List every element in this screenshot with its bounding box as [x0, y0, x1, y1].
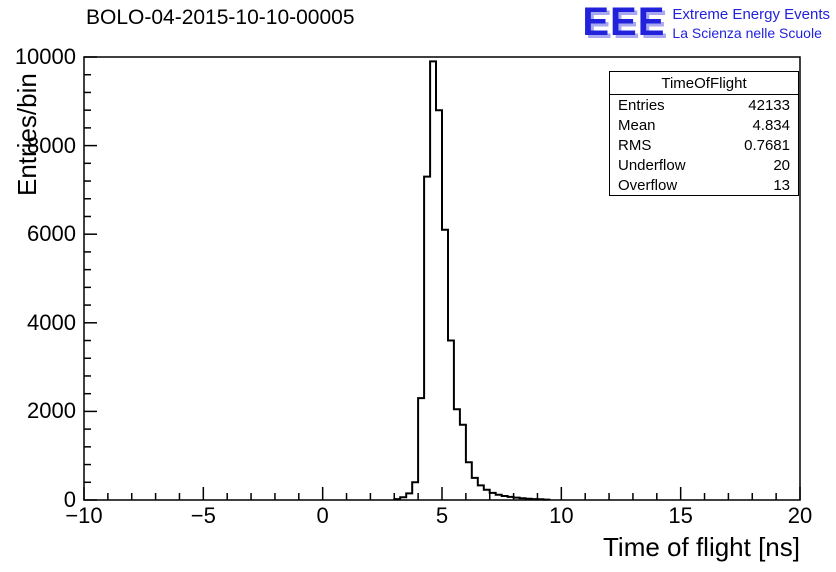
x-tick-label: −5 [190, 503, 216, 528]
eee-logo-line2: La Scienza nelle Scuole [672, 24, 822, 41]
stats-label: Underflow [618, 157, 686, 174]
stats-row-underflow: Underflow 20 [610, 155, 798, 175]
y-tick-label: 6000 [27, 221, 76, 247]
eee-logo: EEE Extreme Energy Events La Scienza nel… [582, 0, 830, 44]
stats-value: 13 [773, 177, 790, 194]
stats-box-title: TimeOfFlight [610, 72, 798, 95]
stats-value: 0.7681 [744, 137, 790, 154]
stats-box: TimeOfFlight Entries 42133 Mean 4.834 RM… [609, 71, 799, 196]
eee-logo-line1: Extreme Energy Events [672, 6, 830, 23]
x-tick-label: −10 [65, 503, 103, 528]
stats-row-overflow: Overflow 13 [610, 175, 798, 195]
stats-label: Overflow [618, 177, 678, 194]
x-tick-label: 20 [787, 503, 813, 528]
y-tick-label: 2000 [27, 398, 76, 424]
x-tick-label: 10 [549, 503, 574, 528]
x-axis-title: Time of flight [ns] [603, 532, 800, 562]
y-tick-label: 4000 [27, 309, 76, 335]
x-tick-label: 0 [316, 503, 329, 528]
stats-row-entries: Entries 42133 [610, 95, 798, 115]
y-tick-label: 8000 [27, 132, 76, 158]
stats-row-mean: Mean 4.834 [610, 115, 798, 135]
stats-label: Entries [618, 97, 665, 114]
eee-logo-text: Extreme Energy Events La Scienza nelle S… [672, 3, 830, 42]
y-tick-label: 10000 [14, 44, 76, 69]
stats-label: Mean [618, 117, 656, 134]
stats-value: 4.834 [752, 117, 790, 134]
stats-label: RMS [618, 137, 652, 154]
stats-value: 42133 [748, 97, 790, 114]
x-tick-label: 5 [435, 503, 449, 528]
eee-logo-mark: EEE [582, 0, 666, 44]
stats-row-rms: RMS 0.7681 [610, 135, 798, 155]
x-tick-label: 15 [668, 503, 693, 528]
histogram-step-line [393, 60, 551, 501]
y-tick-label: 0 [63, 487, 76, 512]
stats-value: 20 [773, 157, 790, 174]
plot-title: BOLO-04-2015-10-10-00005 [86, 6, 355, 29]
